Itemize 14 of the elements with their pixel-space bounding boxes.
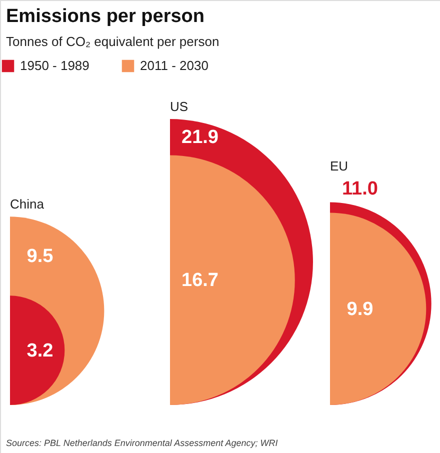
data-label: 21.9 (182, 127, 218, 148)
legend-label: 1950 - 1989 (20, 58, 90, 73)
data-label: 3.2 (26, 340, 54, 362)
data-label: 9.5 (26, 246, 54, 268)
source-note: Sources: PBL Netherlands Environmental Assessment Agency; WRI (6, 438, 278, 448)
category-label: China (10, 196, 45, 212)
legend-label: 2011 - 2030 (140, 58, 208, 73)
text: Tonnes of CO₂ equivalent per person (6, 34, 220, 49)
data-label: 16.7 (182, 270, 218, 292)
data-label: 11.0 (342, 178, 378, 200)
category-label: EU (330, 158, 348, 174)
text: Emissions per person (6, 6, 205, 27)
data-label: 9.9 (346, 298, 374, 320)
category-label: US (170, 99, 188, 114)
